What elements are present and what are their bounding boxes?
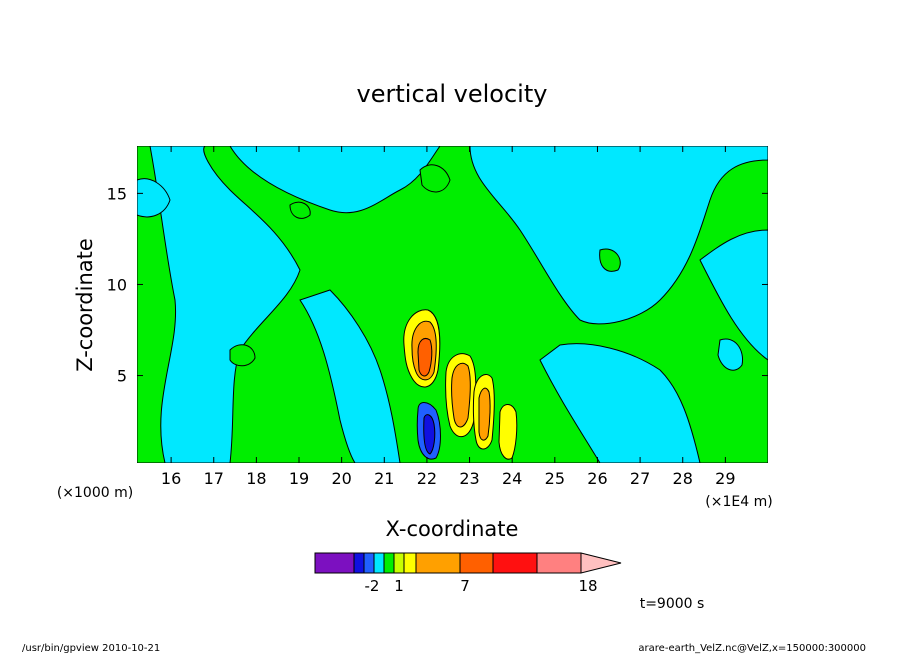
colorbar-arrow	[580, 552, 622, 574]
plot-field	[137, 146, 768, 463]
near-zero-islands	[229, 164, 621, 367]
x-tick-label: 26	[587, 469, 607, 488]
colorbar-bin	[492, 552, 538, 574]
colorbar-bin	[459, 552, 494, 574]
x-tick-label: 29	[715, 469, 735, 488]
x-tick-label: 24	[502, 469, 522, 488]
updraft-cores	[403, 309, 518, 460]
colorbar-bin	[536, 552, 582, 574]
x-tick-label: 25	[545, 469, 565, 488]
colorbar-bin	[383, 552, 395, 574]
axis-ticks: 16 17 18 19 20 21 22 23 24 25 26 27 28 29 5 10 15	[107, 146, 768, 488]
y-axis-label: Z-coordinate	[73, 238, 97, 372]
x-tick-label: 17	[204, 469, 224, 488]
colorbar-label: 18	[578, 577, 597, 595]
colorbar-bin	[314, 552, 355, 574]
x-unit-label: (×1E4 m)	[705, 494, 772, 510]
x-tick-label: 16	[161, 469, 181, 488]
colorbar-bin	[363, 552, 375, 574]
colorbar-bin	[373, 552, 385, 574]
y-unit-label: (×1000 m)	[57, 485, 133, 501]
colorbar-label: 1	[394, 577, 404, 595]
x-tick-label: 27	[630, 469, 650, 488]
x-tick-label: 19	[289, 469, 309, 488]
x-tick-label: 18	[246, 469, 266, 488]
colorbar-bin	[393, 552, 405, 574]
x-tick-label: 22	[417, 469, 437, 488]
colorbar-bin	[353, 552, 365, 574]
y-tick-label: 5	[117, 367, 127, 386]
colorbar-label: -2	[365, 577, 380, 595]
time-label: t=9000 s	[640, 596, 705, 612]
x-tick-label: 21	[374, 469, 394, 488]
x-axis-label: X-coordinate	[386, 517, 519, 541]
footer-left: /usr/bin/gpview 2010-10-21	[22, 643, 160, 654]
x-tick-label: 28	[673, 469, 693, 488]
x-tick-label: 20	[331, 469, 351, 488]
weak-downdraft-regions	[137, 146, 768, 463]
colorbar: -2 1 7 18	[314, 552, 622, 595]
colorbar-bin	[403, 552, 417, 574]
y-tick-label: 15	[107, 184, 127, 203]
colorbar-bin	[415, 552, 461, 574]
y-tick-label: 10	[107, 275, 127, 294]
x-tick-label: 23	[459, 469, 479, 488]
colorbar-label: 7	[460, 577, 470, 595]
footer-right: arare-earth_VelZ.nc@VelZ,x=150000:300000	[638, 643, 866, 654]
chart-title: vertical velocity	[357, 80, 548, 108]
